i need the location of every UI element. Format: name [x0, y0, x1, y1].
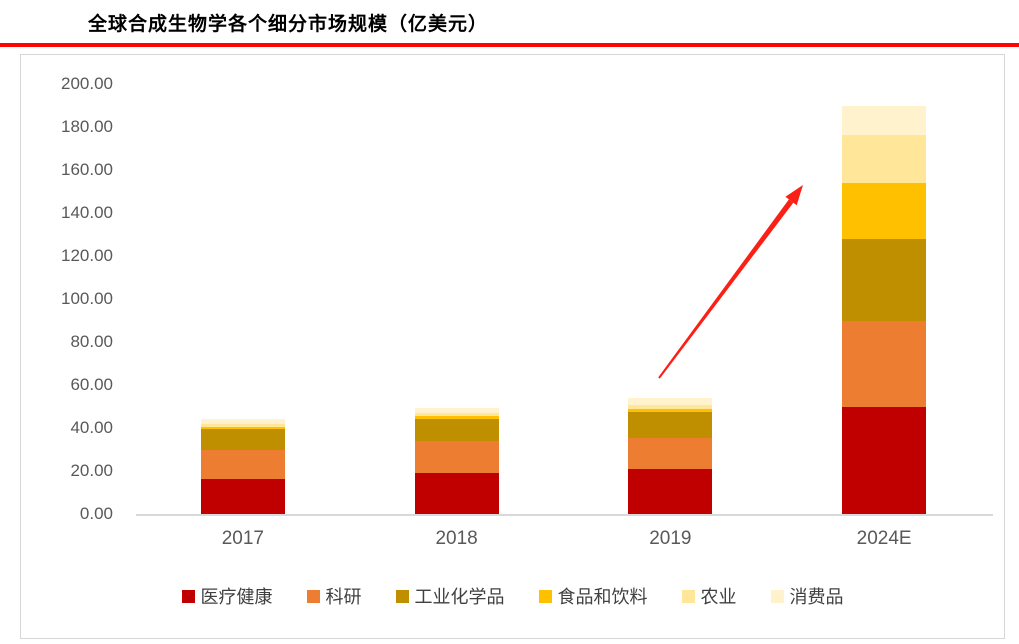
legend-swatch-icon: [181, 589, 195, 603]
bar-segment-工业化学品: [200, 429, 285, 450]
bar-segment-消费品: [200, 419, 285, 424]
stacked-bar-2018: [414, 407, 499, 514]
plot-area: [136, 84, 991, 514]
stacked-bar-2019: [628, 397, 713, 514]
x-tick-label: 2018: [435, 528, 478, 549]
stacked-bar-2024E: [842, 105, 927, 514]
legend-item-科研: 科研: [306, 583, 362, 609]
bar-segment-科研: [842, 320, 927, 407]
legend-item-食品和饮料: 食品和饮料: [538, 583, 648, 609]
bar-segment-医疗健康: [200, 478, 285, 514]
legend-label: 工业化学品: [414, 587, 505, 607]
legend-swatch-icon: [538, 589, 552, 603]
x-axis-line: [136, 514, 993, 516]
bar-segment-科研: [628, 437, 713, 469]
page-title: 全球合成生物学各个细分市场规模（亿美元）: [88, 14, 489, 35]
y-tick-label: 80.00: [70, 332, 113, 351]
legend-label: 消费品: [789, 587, 844, 607]
bar-segment-农业: [628, 405, 713, 409]
legend: 医疗健康 科研 工业化学品 食品和饮料 农业 消费品: [21, 583, 1004, 609]
x-tick-label: 2019: [649, 528, 692, 549]
legend-label: 科研: [325, 587, 362, 607]
y-tick-label: 160.00: [61, 160, 113, 179]
bar-segment-消费品: [628, 397, 713, 406]
legend-swatch-icon: [395, 589, 409, 603]
y-tick-label: 0.00: [79, 504, 113, 523]
bar-segment-农业: [414, 412, 499, 417]
bar-segment-消费品: [842, 105, 927, 135]
title-underline: [0, 43, 1019, 47]
y-tick-label: 180.00: [61, 117, 113, 136]
x-tick-label: 2024E: [856, 528, 912, 549]
bar-segment-工业化学品: [414, 419, 499, 441]
x-axis: 2017 2018 2019 2024E: [136, 528, 991, 556]
chart-container: 0.00 20.00 40.00 60.00 80.00 100.00 120.00 140.…: [20, 54, 1005, 639]
legend-label: 农业: [700, 587, 737, 607]
bar-segment-食品和饮料: [842, 182, 927, 239]
bar-segment-农业: [200, 423, 285, 427]
legend-item-医疗健康: 医疗健康: [181, 583, 273, 609]
y-tick-label: 100.00: [61, 289, 113, 308]
bar-segment-工业化学品: [842, 238, 927, 321]
legend-label: 食品和饮料: [557, 587, 648, 607]
bar-segment-食品和饮料: [414, 416, 499, 420]
bar-segment-医疗健康: [414, 473, 499, 514]
y-tick-label: 120.00: [61, 246, 113, 265]
stacked-bar-2017: [200, 419, 285, 514]
legend-swatch-icon: [681, 589, 695, 603]
legend-label: 医疗健康: [200, 587, 273, 607]
bar-segment-食品和饮料: [628, 408, 713, 412]
x-tick-label: 2017: [221, 528, 265, 549]
legend-swatch-icon: [306, 589, 320, 603]
bar-segment-医疗健康: [628, 468, 713, 514]
bar-segment-农业: [842, 134, 927, 183]
y-tick-label: 40.00: [70, 418, 113, 437]
bar-segment-科研: [200, 449, 285, 479]
y-tick-label: 20.00: [70, 461, 113, 480]
y-axis: 0.00 20.00 40.00 60.00 80.00 100.00 120.00 140.…: [21, 55, 113, 638]
bar-segment-工业化学品: [628, 411, 713, 438]
legend-item-消费品: 消费品: [770, 583, 844, 609]
bar-segment-科研: [414, 440, 499, 474]
legend-item-工业化学品: 工业化学品: [395, 583, 505, 609]
y-tick-label: 200.00: [61, 74, 113, 93]
bar-segment-医疗健康: [842, 406, 927, 514]
bar-segment-消费品: [414, 407, 499, 413]
bar-segment-食品和饮料: [200, 426, 285, 430]
y-tick-label: 140.00: [61, 203, 113, 222]
legend-swatch-icon: [770, 589, 784, 603]
legend-item-农业: 农业: [681, 583, 737, 609]
y-tick-label: 60.00: [70, 375, 113, 394]
